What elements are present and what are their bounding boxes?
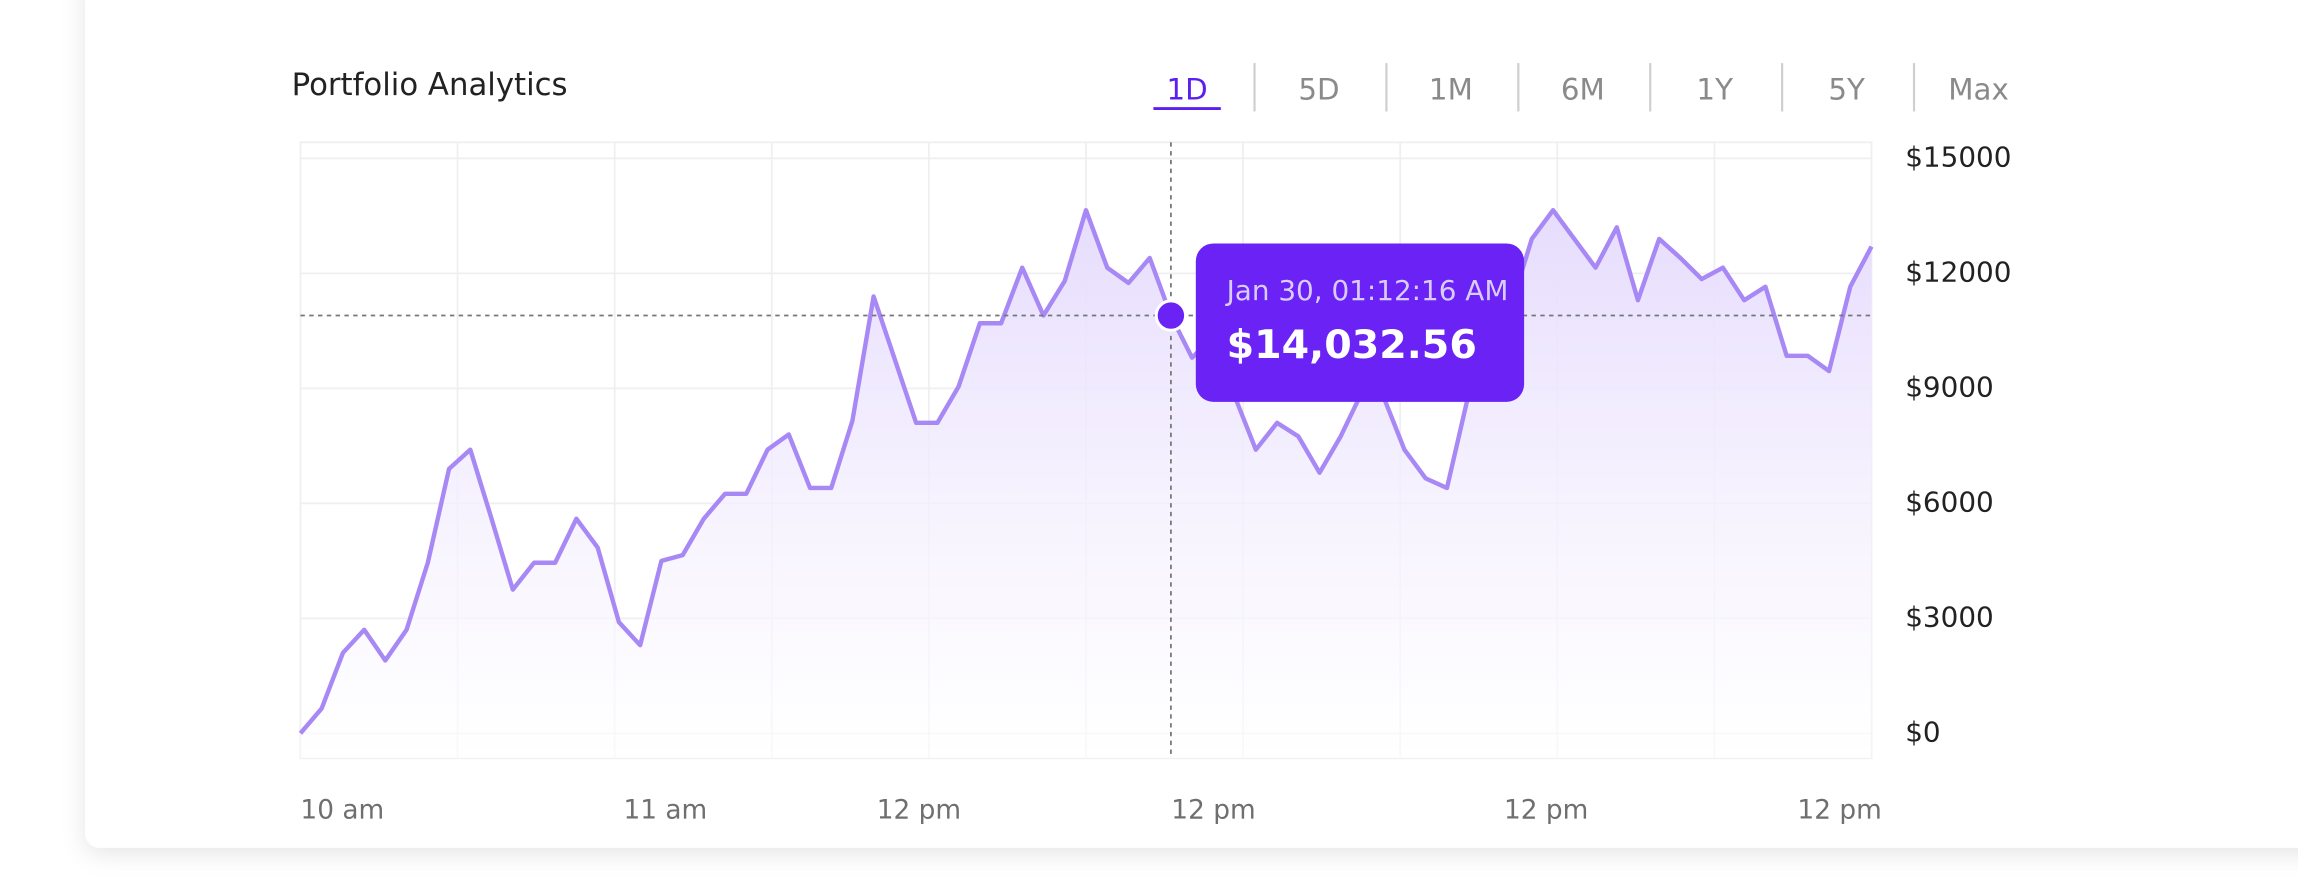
x-tick-label: 10 am [300,796,384,826]
y-tick-label: $6000 [1905,485,1994,518]
x-tick-label: 12 pm [877,796,961,826]
y-tick-label: $15000 [1905,140,2011,173]
x-tick-label: 11 am [623,796,707,826]
y-tick-label: $9000 [1905,370,1994,403]
tooltip-date: Jan 30, 01:12:16 AM [1225,274,1509,307]
card-title: Portfolio Analytics [292,67,568,103]
range-tab[interactable]: 6M [1561,72,1605,106]
range-tab[interactable]: 1D [1166,72,1207,106]
line [298,207,1874,735]
tooltip [1195,243,1525,402]
x-tick-label: 12 pm [1171,796,1255,826]
range-tab[interactable]: 1M [1429,72,1473,106]
range-tab[interactable]: 5D [1298,72,1339,106]
x-tick-label: 12 pm [1504,796,1588,826]
range-tab[interactable]: 5Y [1828,72,1865,106]
area [300,210,1872,759]
range-tab[interactable]: 1Y [1696,72,1733,106]
range-tab[interactable]: Max [1948,72,2009,106]
y-tick-label: $0 [1905,715,1940,748]
y-tick-label: $3000 [1905,600,1994,633]
y-tick-label: $12000 [1905,255,2011,288]
x-tick-label: 12 pm [1797,796,1881,826]
tooltip-value: $14,032.56 [1227,322,1477,368]
hover-point [1154,299,1188,332]
